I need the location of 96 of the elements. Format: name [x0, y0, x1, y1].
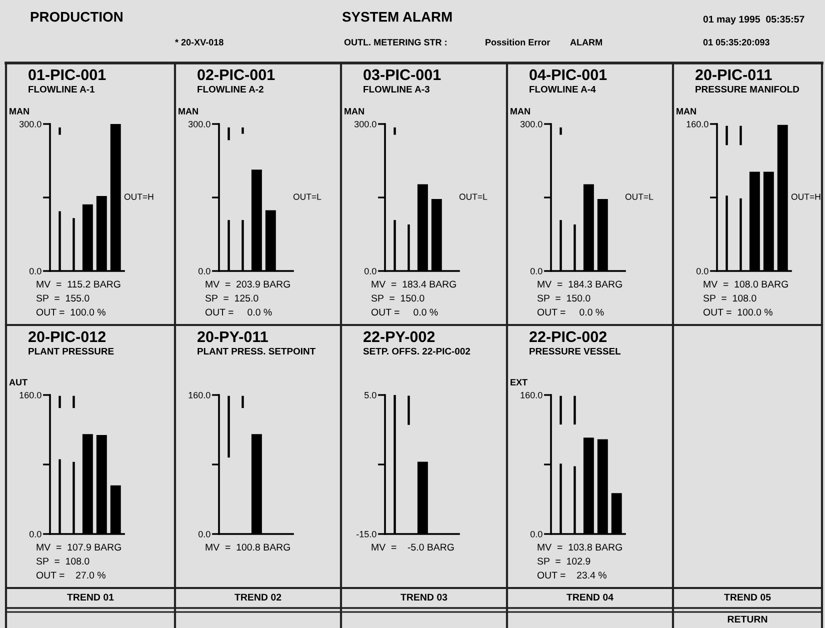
text: MV = 184.3 BARG [538, 280, 622, 288]
y-axis-title: MAN [178, 108, 198, 114]
y-tick-label: 300.0 [19, 120, 42, 128]
y2-axis-title: OUT=L [293, 194, 322, 200]
chart-subtitle: PLANT PRESSURE [28, 348, 114, 355]
y-tick-label: 160.0 [686, 120, 708, 128]
text: MV = 103.8 BARG [538, 544, 622, 551]
text: MV = -5.0 BARG [372, 544, 454, 551]
text: SP = 108.0 [703, 294, 756, 302]
text: MV = 108.0 BARG [704, 280, 788, 288]
y-tick-label: 5.0 [364, 392, 376, 398]
text: OUT = 0.0 % [371, 308, 438, 316]
y-tick-label: -15.0 [356, 530, 376, 538]
y2-axis-title: OUT=H [791, 194, 820, 200]
text: OUTL. METERING STR : [344, 39, 446, 46]
y-axis-title: MAN [510, 108, 530, 114]
chart-subtitle: FLOWLINE A-4 [530, 86, 596, 93]
text: OUT = 100.0 % [36, 308, 106, 316]
text: MV = 100.8 BARG [206, 544, 290, 551]
y-tick-label: 160.0 [20, 392, 42, 398]
chart-title: 02-PIC-001 [198, 69, 275, 80]
text: MV = 183.4 BARG [372, 280, 456, 288]
text: 01 05:35:20:093 [703, 39, 770, 46]
y-tick-label: 160.0 [520, 392, 542, 398]
text: * 20-XV-018 [175, 39, 224, 46]
chart-title: 20-PIC-012 [28, 331, 106, 342]
y-axis-title: EXT [510, 379, 528, 386]
text: TREND 01 [67, 594, 114, 601]
chart-subtitle: FLOWLINE A-3 [364, 86, 430, 93]
bar [560, 127, 562, 135]
bar [72, 396, 75, 408]
text: SP = 125.0 [205, 294, 258, 302]
y-axis-title: MAN [10, 108, 29, 114]
y-axis-title: MAN [676, 108, 696, 114]
y-tick-label: 0.0 [198, 530, 210, 538]
chart-subtitle: FLOWLINE A-2 [198, 86, 264, 93]
chart-title: 20-PY-011 [198, 331, 268, 342]
bar [394, 127, 396, 135]
y-tick-label: 0.0 [530, 268, 542, 274]
chart-subtitle: PLANT PRESS. SETPOINT [198, 348, 316, 355]
text: 01 may 1995 05:35:57 [703, 16, 804, 25]
bar [242, 127, 244, 134]
chart-subtitle: PRESSURE MANIFOLD [696, 86, 800, 93]
text: OUT = 100.0 % [703, 308, 772, 316]
text: TREND 04 [566, 594, 614, 601]
y-tick-label: 160.0 [188, 392, 210, 398]
chart-title: 22-PY-002 [364, 331, 435, 342]
text: OUT = 0.0 % [205, 308, 272, 316]
bar [560, 396, 562, 425]
y2-axis-title: OUT=H [124, 194, 154, 200]
text: OUT = 23.4 % [537, 572, 606, 579]
y-tick-label: 300.0 [354, 120, 376, 128]
y-tick-label: 0.0 [29, 530, 42, 538]
chart-title: 04-PIC-001 [530, 69, 607, 80]
text: Possition Error [486, 38, 550, 46]
text: MV = 203.9 BARG [206, 280, 290, 288]
y-tick-label: 0.0 [696, 268, 708, 274]
y-tick-label: 0.0 [364, 268, 376, 274]
text: SP = 108.0 [36, 558, 90, 565]
chart-subtitle: PRESSURE VESSEL [530, 348, 621, 355]
text: TREND 05 [724, 594, 771, 601]
text: SP = 155.0 [36, 294, 90, 302]
text: SP = 102.9 [537, 558, 590, 565]
text: SP = 150.0 [537, 294, 590, 302]
text: MV = 115.2 BARG [36, 280, 120, 288]
bar [58, 396, 61, 408]
text: OUT = 0.0 % [537, 308, 604, 316]
y-axis-title: AUT [9, 379, 28, 386]
text: MV = 107.9 BARG [36, 544, 121, 551]
chart-subtitle: SETP. OFFS. 22-PIC-002 [363, 348, 470, 355]
text: RETURN [728, 616, 768, 623]
text: TREND 03 [400, 594, 448, 601]
bar [228, 127, 230, 140]
chart-title: 01-PIC-001 [28, 69, 106, 80]
text: OUT = 27.0 % [36, 572, 106, 579]
text: SYSTEM ALARM [342, 12, 452, 22]
bar [740, 126, 742, 146]
text: TREND 02 [234, 594, 282, 601]
chart-subtitle: FLOWLINE A-1 [28, 86, 95, 93]
y-tick-label: 300.0 [188, 120, 210, 128]
bar [574, 396, 576, 425]
chart-title: 03-PIC-001 [364, 69, 441, 80]
text: ALARM [570, 39, 602, 46]
y-tick-label: 0.0 [530, 530, 542, 538]
text: SP = 150.0 [371, 294, 424, 302]
chart-title: 22-PIC-002 [530, 331, 607, 342]
y2-axis-title: OUT=L [625, 194, 654, 200]
y-tick-label: 300.0 [520, 120, 542, 128]
y2-axis-title: OUT=L [459, 194, 488, 200]
bar [726, 126, 728, 146]
bar [58, 127, 61, 135]
y-tick-label: 0.0 [29, 268, 42, 274]
y-tick-label: 0.0 [198, 268, 210, 274]
y-axis-title: MAN [344, 108, 364, 114]
chart-title: 20-PIC-011 [696, 69, 772, 80]
text: PRODUCTION [30, 12, 122, 22]
